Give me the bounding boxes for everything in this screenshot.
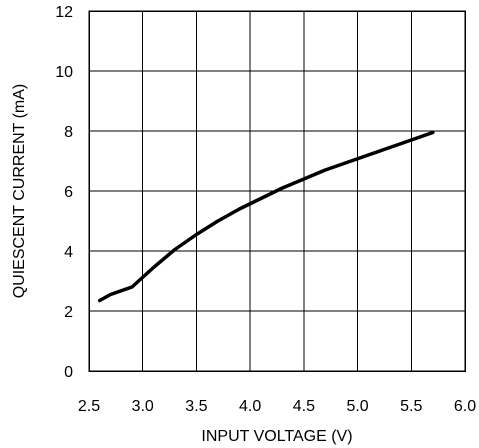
plot-area-frame xyxy=(88,10,466,372)
y-tick-label: 10 xyxy=(55,64,73,81)
series-line xyxy=(97,130,435,303)
x-axis-label: INPUT VOLTAGE (V) xyxy=(201,428,352,445)
x-tick-label: 4.5 xyxy=(293,398,315,415)
x-tick-label: 2.5 xyxy=(78,398,100,415)
x-tick-label: 3.5 xyxy=(185,398,207,415)
y-tick-label: 8 xyxy=(64,124,73,141)
x-tick-label: 3.0 xyxy=(132,398,154,415)
y-axis-label: QUIESCENT CURRENT (mA) xyxy=(11,84,28,299)
y-tick-label: 2 xyxy=(64,304,73,321)
y-tick-labels: 0 2 4 6 8 10 12 xyxy=(55,4,73,381)
x-tick-label: 5.5 xyxy=(400,398,422,415)
y-tick-label: 4 xyxy=(64,244,73,261)
x-tick-labels: 2.5 3.0 3.5 4.0 4.5 5.0 5.5 6.0 xyxy=(78,398,476,415)
y-tick-label: 0 xyxy=(64,364,73,381)
y-tick-label: 6 xyxy=(64,184,73,201)
x-tick-label: 6.0 xyxy=(454,398,476,415)
data-series xyxy=(97,130,435,303)
x-tick-label: 4.0 xyxy=(239,398,261,415)
x-tick-label: 5.0 xyxy=(346,398,368,415)
y-tick-label: 12 xyxy=(55,4,73,21)
